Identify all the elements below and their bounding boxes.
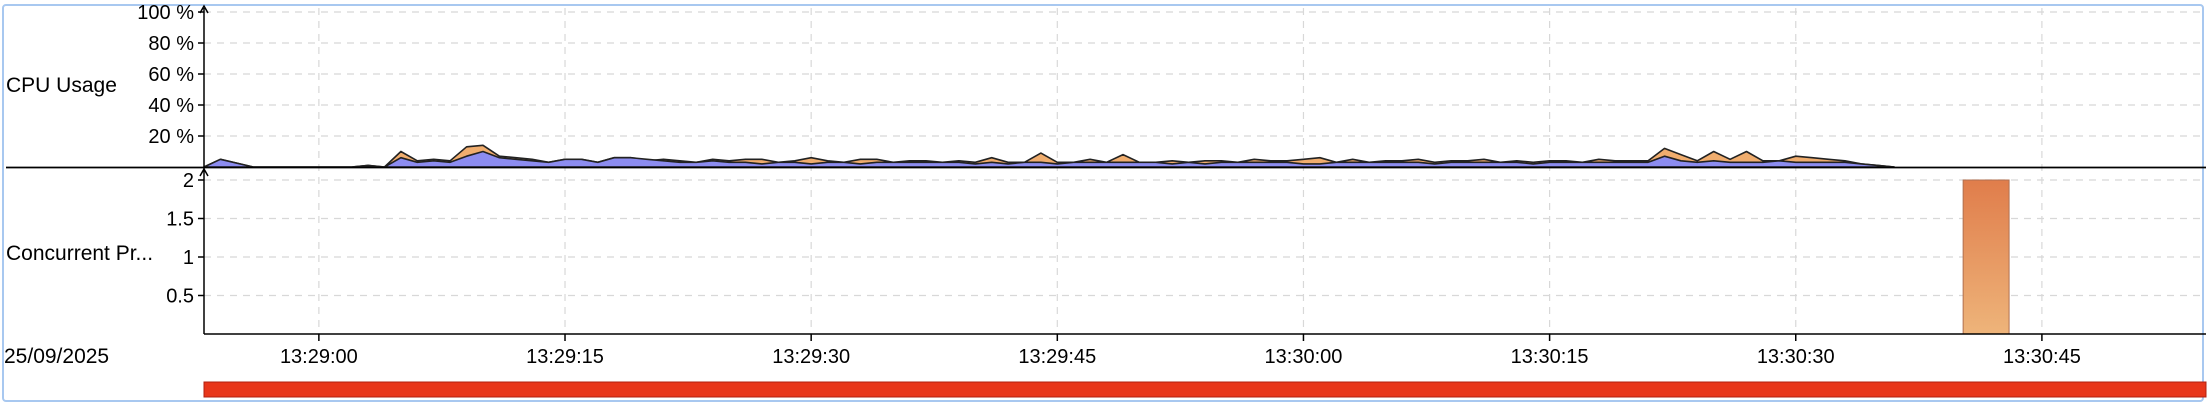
cpu-y-tick-label: 40 % [148,95,194,117]
x-tick-label: 13:30:15 [1511,346,1589,368]
cpu-area-series-1 [203,150,1896,168]
x-tick-label: 13:29:30 [772,346,850,368]
concurrent-axis-arrow [199,167,209,177]
concurrent-y-tick-label: 1.5 [166,209,194,231]
x-tick-label: 13:29:45 [1018,346,1096,368]
cpu-axis-arrow [199,4,209,14]
concurrent-y-tick-label: 2 [183,170,194,192]
x-tick-label: 13:29:15 [526,346,604,368]
axes [6,4,2206,341]
concurrent-y-tick-label: 0.5 [166,286,194,308]
x-tick-label: 13:30:30 [1757,346,1835,368]
cpu-y-tick-label: 80 % [148,33,194,55]
tick-labels: 13:29:00 13:29:15 13:29:30 13:29:45 13:30:00… [137,2,2081,368]
x-tick-label: 13:29:00 [280,346,358,368]
concurrent-y-tick-label: 1 [183,247,194,269]
cpu-y-tick-label: 100 % [137,2,194,24]
cpu-usage-areas [203,144,1896,168]
x-tick-label: 13:30:45 [2003,346,2081,368]
x-tick-label: 13:30:00 [1265,346,1343,368]
chart-panel [2,4,2204,402]
concurrent-bar [1962,179,2010,335]
date-label: 25/09/2025 [4,345,109,368]
cpu-y-tick-label: 20 % [148,126,194,148]
progress-bar [203,381,2207,398]
grid [204,8,2206,334]
cpu-y-tick-label: 60 % [148,64,194,86]
cpu-usage-axis-label: CPU Usage [6,74,117,97]
concurrent-axis-label: Concurrent Pr... [6,242,153,265]
concurrent-bars [1962,179,2010,335]
